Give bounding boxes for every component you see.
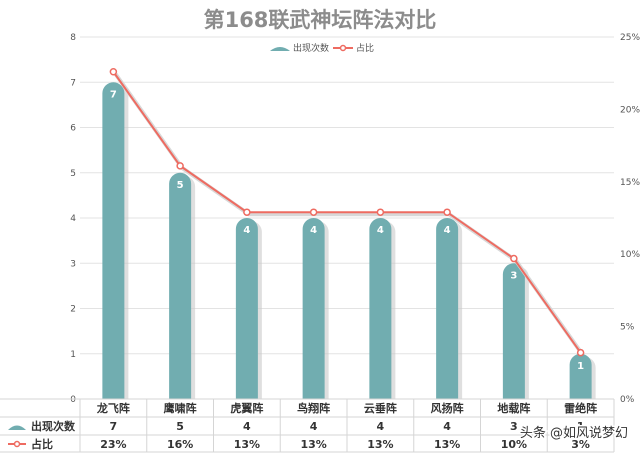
table-share-value: 3%	[571, 438, 590, 451]
gridlines	[80, 36, 614, 400]
right-tick-label: 10%	[620, 250, 640, 260]
table-share-value: 13%	[234, 438, 260, 451]
watermark-text: 头条 @如风说梦幻	[520, 425, 628, 441]
legend-item-bars[interactable]: 出现次数	[270, 42, 329, 54]
category-label: 鹰啸阵	[164, 401, 197, 415]
left-tick-label: 3	[70, 259, 76, 269]
table-count-value: 4	[243, 420, 251, 433]
bar	[569, 353, 592, 399]
bar-value-label: 4	[243, 225, 250, 236]
left-tick-label: 1	[70, 350, 76, 360]
table-count-value: 3	[510, 420, 518, 433]
line-point	[309, 208, 318, 216]
table-share-value: 16%	[167, 438, 193, 451]
category-label: 风扬阵	[431, 401, 464, 415]
table-count-value: 5	[176, 420, 184, 433]
category-label: 龙飞阵	[96, 401, 130, 415]
bar	[169, 172, 192, 399]
line-point	[109, 68, 118, 76]
line-point	[243, 208, 251, 216]
table-share-value: 13%	[300, 438, 326, 451]
bar	[502, 263, 525, 399]
table-count-value: 4	[310, 420, 318, 433]
watermark: 头条 @如风说梦幻	[518, 424, 629, 443]
bar-value-label: 7	[110, 89, 117, 100]
table-row-label-count: 出现次数	[31, 419, 76, 433]
right-tick-label: 0%	[620, 395, 635, 405]
bar-value-label: 3	[510, 270, 517, 281]
line-point	[176, 162, 184, 170]
bar-value-label: 4	[310, 225, 317, 236]
bar	[436, 218, 459, 399]
bar-value-label: 5	[177, 180, 184, 191]
line-point	[443, 208, 451, 216]
right-tick-label: 15%	[620, 178, 640, 188]
table-count-value: 4	[443, 420, 451, 433]
category-label: 地载阵	[497, 401, 530, 415]
left-tick-label: 5	[70, 169, 76, 179]
bar-value-label: 1	[577, 361, 584, 372]
left-tick-label: 6	[70, 124, 76, 134]
category-label: 云垂阵	[364, 401, 397, 415]
left-tick-label: 2	[70, 305, 76, 315]
legend-item-line[interactable]: 占比	[333, 42, 374, 54]
table-count-value: 4	[377, 420, 385, 433]
table-share-value: 23%	[100, 438, 126, 451]
right-tick-label: 20%	[620, 105, 640, 115]
line-point	[376, 208, 385, 216]
left-tick-label: 8	[70, 33, 76, 43]
table-bar-swatch	[8, 425, 26, 430]
left-tick-label: 4	[70, 214, 76, 224]
legend-line-marker	[339, 44, 347, 52]
legend-bar-swatch	[270, 47, 290, 51]
bars: 7 5 4 4 4 4 3 1	[102, 82, 596, 399]
category-label: 鸟翔阵	[297, 401, 330, 415]
table-count-value: 1	[577, 420, 585, 433]
table-row-label-share: 占比	[31, 437, 53, 451]
left-axis-ticks: 0 1 2 3 4 5 6 7 8	[70, 33, 76, 405]
category-label: 虎翼阵	[230, 401, 263, 415]
table-count-value: 7	[110, 420, 118, 433]
line-series	[109, 68, 585, 357]
line-path	[112, 71, 582, 354]
table-share-value: 10%	[501, 438, 527, 451]
bar	[235, 218, 258, 399]
line-point	[510, 254, 518, 263]
table-line-marker	[13, 440, 21, 448]
bar-value-label: 4	[444, 225, 451, 236]
data-table: 龙飞阵723%鹰啸阵516%虎翼阵413%鸟翔阵413%云垂阵413%风扬阵41…	[0, 398, 615, 453]
table-share-value: 13%	[434, 438, 460, 451]
right-tick-label: 5%	[620, 323, 635, 333]
bar-value-label: 4	[377, 225, 384, 236]
table-share-value: 13%	[367, 438, 393, 451]
chart-title: 第168联武神坛阵法对比	[204, 8, 437, 32]
bar	[369, 218, 392, 399]
bar	[302, 218, 325, 399]
legend-bar-label: 出现次数	[293, 42, 329, 54]
left-tick-label: 7	[70, 78, 76, 88]
left-tick-label: 0	[70, 395, 76, 405]
category-label: 雷绝阵	[564, 401, 597, 415]
line-point	[576, 348, 585, 357]
legend: 出现次数 占比	[270, 42, 374, 54]
legend-line-label: 占比	[356, 42, 374, 54]
right-tick-label: 25%	[620, 33, 640, 43]
right-axis-ticks: 0% 5% 10% 15% 20% 25%	[620, 33, 640, 405]
bar	[102, 82, 125, 399]
